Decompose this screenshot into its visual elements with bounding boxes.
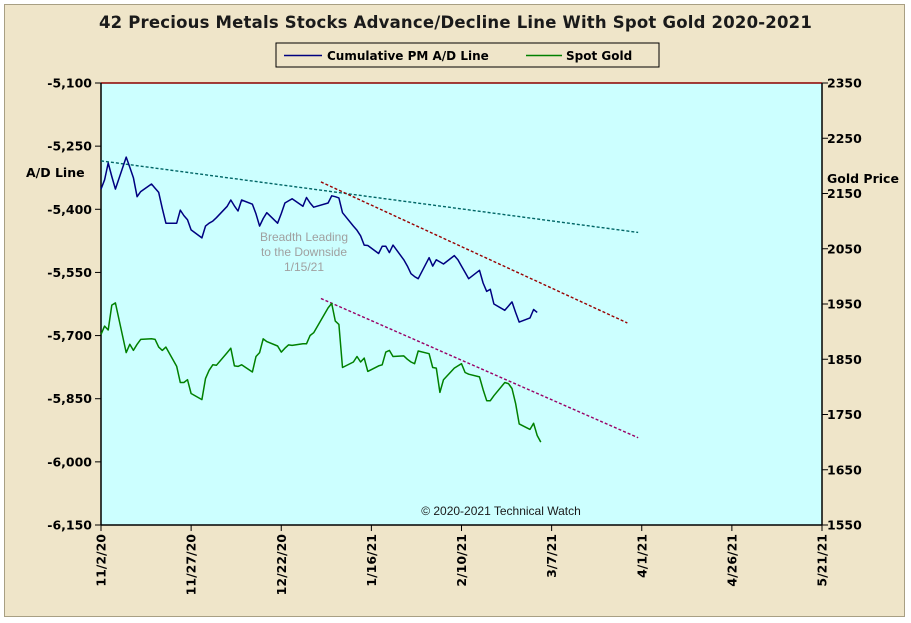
trendline	[320, 181, 628, 324]
trendline	[100, 160, 639, 234]
left-tick-label: -5,850	[47, 391, 92, 406]
copyright-note: © 2020-2021 Technical Watch	[421, 504, 581, 518]
right-tick-label: 1950	[827, 297, 862, 312]
series-line-ad-line	[100, 156, 538, 323]
left-tick-label: -5,250	[47, 139, 92, 154]
right-tick-label: 1850	[827, 352, 862, 367]
x-tick-label: 3/7/21	[544, 534, 559, 578]
left-tick-label: -6,150	[47, 518, 92, 533]
legend-label-spot-gold: Spot Gold	[566, 49, 632, 63]
x-tick-label: 5/21/21	[815, 534, 830, 587]
trendlines	[100, 160, 639, 439]
legend-label-ad-line: Cumulative PM A/D Line	[327, 49, 489, 63]
plot-area	[101, 83, 822, 525]
left-tick-label: -5,400	[47, 202, 92, 217]
right-tick-label: 1550	[827, 518, 862, 533]
annotation-breadth-line-1: Breadth Leading	[260, 230, 348, 244]
x-tick-label: 2/10/21	[454, 534, 469, 587]
legend: Cumulative PM A/D Line Spot Gold	[275, 42, 660, 68]
right-tick-label: 2350	[827, 76, 862, 91]
chart-title: 42 Precious Metals Stocks Advance/Declin…	[98, 13, 813, 32]
x-tick-label: 12/22/20	[274, 534, 289, 596]
right-axis-label: Gold Price	[827, 171, 899, 186]
series-lines	[100, 156, 542, 443]
x-axis-ticks: 11/2/20 11/27/20 12/22/20 1/16/21 2/10/21 3/7…	[94, 525, 830, 595]
left-axis-label: A/D Line	[26, 165, 85, 180]
x-tick-label: 4/26/21	[724, 534, 739, 587]
left-tick-label: -5,100	[47, 76, 92, 91]
right-tick-label: 2050	[827, 241, 862, 256]
left-axis-ticks: -5,100 -5,250 -5,400 -5,550 -5,700 -5,850 -6,0…	[47, 76, 101, 533]
right-tick-label: 2250	[827, 131, 862, 146]
right-axis-ticks: 2350 2250 2150 2050 1950 1850 1750 1650 1550	[822, 76, 862, 533]
right-tick-label: 1750	[827, 407, 862, 422]
x-tick-label: 11/2/20	[94, 534, 109, 587]
legend-box	[275, 42, 660, 68]
left-tick-label: -5,700	[47, 328, 92, 343]
annotation-breadth-line-3: 1/15/21	[284, 260, 324, 274]
x-tick-label: 4/1/21	[634, 534, 649, 578]
annotation-breadth-line-2: to the Downside	[261, 245, 347, 259]
left-tick-label: -6,000	[47, 454, 92, 469]
left-tick-label: -5,550	[47, 265, 92, 280]
x-tick-label: 11/27/20	[184, 534, 199, 596]
right-tick-label: 1650	[827, 462, 862, 477]
x-tick-label: 1/16/21	[364, 534, 379, 587]
series-line-spot-gold	[100, 302, 542, 443]
right-tick-label: 2150	[827, 186, 862, 201]
trendline	[320, 297, 639, 439]
